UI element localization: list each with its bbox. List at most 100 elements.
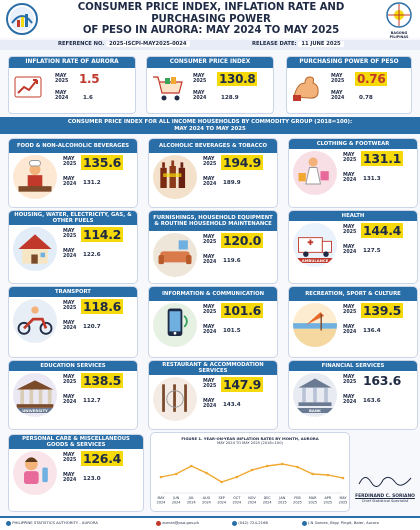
inflation-chart-card: FIGURE 1. YEAR-ON-YEAR INFLATION RATES B…	[150, 432, 350, 512]
psa-footer-icon	[6, 520, 11, 526]
chart-subtitle: MAY 2024 TO MAY 2025 (2018=100)	[217, 441, 283, 445]
current-cpi-value: 135.6	[81, 155, 124, 170]
section-title: CONSUMER PRICE INDEX FOR ALL INCOME HOUS…	[0, 117, 420, 134]
current-cpi-value: 144.4	[361, 223, 404, 238]
commodity-card: EDUCATION SERVICES UNIVERSITY MAY 2025 138.5…	[8, 360, 138, 430]
signatory-position: Chief Statistical Specialist	[361, 499, 409, 503]
commodity-name: PERSONAL CARE & MISCELLANEOUS GOODS & SE…	[9, 435, 143, 449]
footer-phone-text: (042) 724-2166	[238, 520, 268, 525]
previous-period: MAY 2024	[343, 173, 357, 184]
x-tick-label: MAY	[157, 496, 165, 500]
beach-icon	[293, 303, 337, 347]
commodity-name: RESTAURANT & ACCOMMODATION SERVICES	[149, 361, 277, 375]
previous-period: MAY 2024	[55, 91, 69, 102]
x-tick-label: 2024	[263, 501, 272, 505]
current-period: MAY 2025	[63, 453, 77, 464]
summary-card-1: INFLATION RATE OF AURORA MAY 2025 1.5 MAY 202…	[8, 56, 136, 114]
bagong-pilipinas-logo: BAGONG PILIPINAS	[382, 2, 416, 39]
current-period: MAY 2025	[55, 74, 69, 85]
previous-cpi-value: 131.3	[363, 176, 381, 182]
data-point	[265, 464, 269, 468]
current-cpi-value: 101.6	[221, 303, 264, 318]
chart-title: FIGURE 1. YEAR-ON-YEAR INFLATION RATES B…	[181, 436, 319, 441]
previous-cpi-value: 101.5	[223, 328, 241, 334]
inflation-chart-icon	[13, 73, 43, 107]
previous-cpi-value: 189.9	[223, 180, 241, 186]
footer-email-text[interactable]: aurora@psa.gov.ph	[162, 520, 200, 525]
x-tick-label: 2025	[278, 501, 287, 505]
commodity-name: ALCOHOLIC BEVERAGES & TOBACCO	[149, 139, 277, 153]
previous-period: MAY 2024	[63, 321, 77, 332]
location-icon	[302, 520, 307, 526]
footer-address: J.N Garces, Brgy. Pingit, Baler, Aurora	[302, 520, 379, 526]
current-period: MAY 2025	[203, 235, 217, 246]
x-tick-label: 2025	[308, 501, 317, 505]
previous-period: MAY 2024	[63, 473, 77, 484]
commodity-name: RECREATION, SPORT & CULTURE	[289, 287, 417, 301]
previous-period: MAY 2024	[63, 395, 77, 406]
bagong-pilipinas-text: BAGONG PILIPINAS	[389, 31, 409, 39]
previous-period: MAY 2024	[203, 399, 217, 410]
footer-email[interactable]: aurora@psa.gov.ph	[156, 520, 199, 526]
current-period: MAY 2025	[203, 379, 217, 390]
data-point	[220, 480, 223, 484]
x-tick-label: OCT	[233, 496, 241, 500]
header	[0, 0, 420, 38]
bank-icon: BANK	[293, 373, 337, 417]
current-cpi-value: 163.6	[363, 373, 402, 388]
series-line	[160, 463, 344, 483]
data-point	[190, 464, 193, 468]
current-cpi-value: 194.9	[221, 155, 264, 170]
commodity-name: FINANCIAL SERVICES	[289, 361, 417, 371]
previous-value: 0.78	[359, 95, 373, 101]
previous-cpi-value: 127.5	[363, 248, 381, 254]
summary-card-title: PURCHASING POWER OF PESO	[287, 57, 411, 68]
data-point	[174, 472, 178, 476]
current-period: MAY 2025	[203, 157, 217, 168]
house-icon	[13, 227, 57, 271]
x-tick-label: SEP	[218, 496, 224, 500]
x-tick-label: APR	[324, 496, 331, 500]
commodity-name: FURNISHINGS, HOUSEHOLD EQUIPMENT & ROUTI…	[149, 211, 277, 231]
page-title: CONSUMER PRICE INDEX, INFLATION RATE AND…	[44, 2, 378, 37]
x-tick-label: 2024	[172, 501, 181, 505]
current-period: MAY 2025	[203, 305, 217, 316]
data-point	[235, 475, 239, 479]
current-period: MAY 2025	[63, 301, 77, 312]
x-tick-label: 2024	[217, 501, 226, 505]
current-cpi-value: 147.9	[221, 377, 264, 392]
previous-cpi-value: 136.4	[363, 328, 381, 334]
previous-period: MAY 2024	[63, 177, 77, 188]
current-period: MAY 2025	[343, 153, 357, 164]
current-period: MAY 2025	[343, 375, 357, 386]
current-value: 0.76	[355, 72, 388, 86]
previous-cpi-value: 123.0	[83, 476, 101, 482]
signature-block: FERDINAND C. SORIANO Chief Statistical S…	[352, 470, 418, 512]
footer-agency-text: PHILIPPINE STATISTICS AUTHORITY - AURORA	[12, 520, 98, 525]
reference-label: REFERENCE NO.	[58, 41, 105, 47]
current-period: MAY 2025	[343, 225, 357, 236]
current-cpi-value: 139.5	[361, 303, 404, 318]
commodity-name: FOOD & NON-ALCOHOLIC BEVERAGES	[9, 139, 137, 153]
data-point	[281, 462, 284, 466]
previous-cpi-value: 119.6	[223, 258, 241, 264]
previous-period: MAY 2024	[343, 245, 357, 256]
commodity-card: PERSONAL CARE & MISCELLANEOUS GOODS & SE…	[8, 434, 144, 512]
data-point	[311, 472, 314, 476]
current-period: MAY 2025	[343, 305, 357, 316]
current-period: MAY 2025	[193, 74, 207, 85]
previous-period: MAY 2024	[331, 91, 345, 102]
previous-cpi-value: 143.4	[223, 402, 241, 408]
inflation-line-chart: MAY2024JUN2024JUL2024AUG2024SEP2024OCT20…	[157, 462, 347, 505]
x-tick-label: MAR	[309, 496, 317, 500]
previous-period: MAY 2024	[343, 325, 357, 336]
reference-value: 2025-ISCPI-MAY2025-0024	[106, 41, 190, 47]
commodity-card: FOOD & NON-ALCOHOLIC BEVERAGES MAY 2025 135…	[8, 138, 138, 208]
previous-value: 1.6	[83, 95, 93, 101]
x-tick-label: MAY	[339, 496, 347, 500]
x-tick-label: 2024	[248, 501, 257, 505]
sofa-icon	[153, 233, 197, 277]
x-tick-label: 2025	[293, 501, 302, 505]
x-tick-label: DEC	[264, 496, 272, 500]
current-cpi-value: 118.6	[81, 299, 124, 314]
